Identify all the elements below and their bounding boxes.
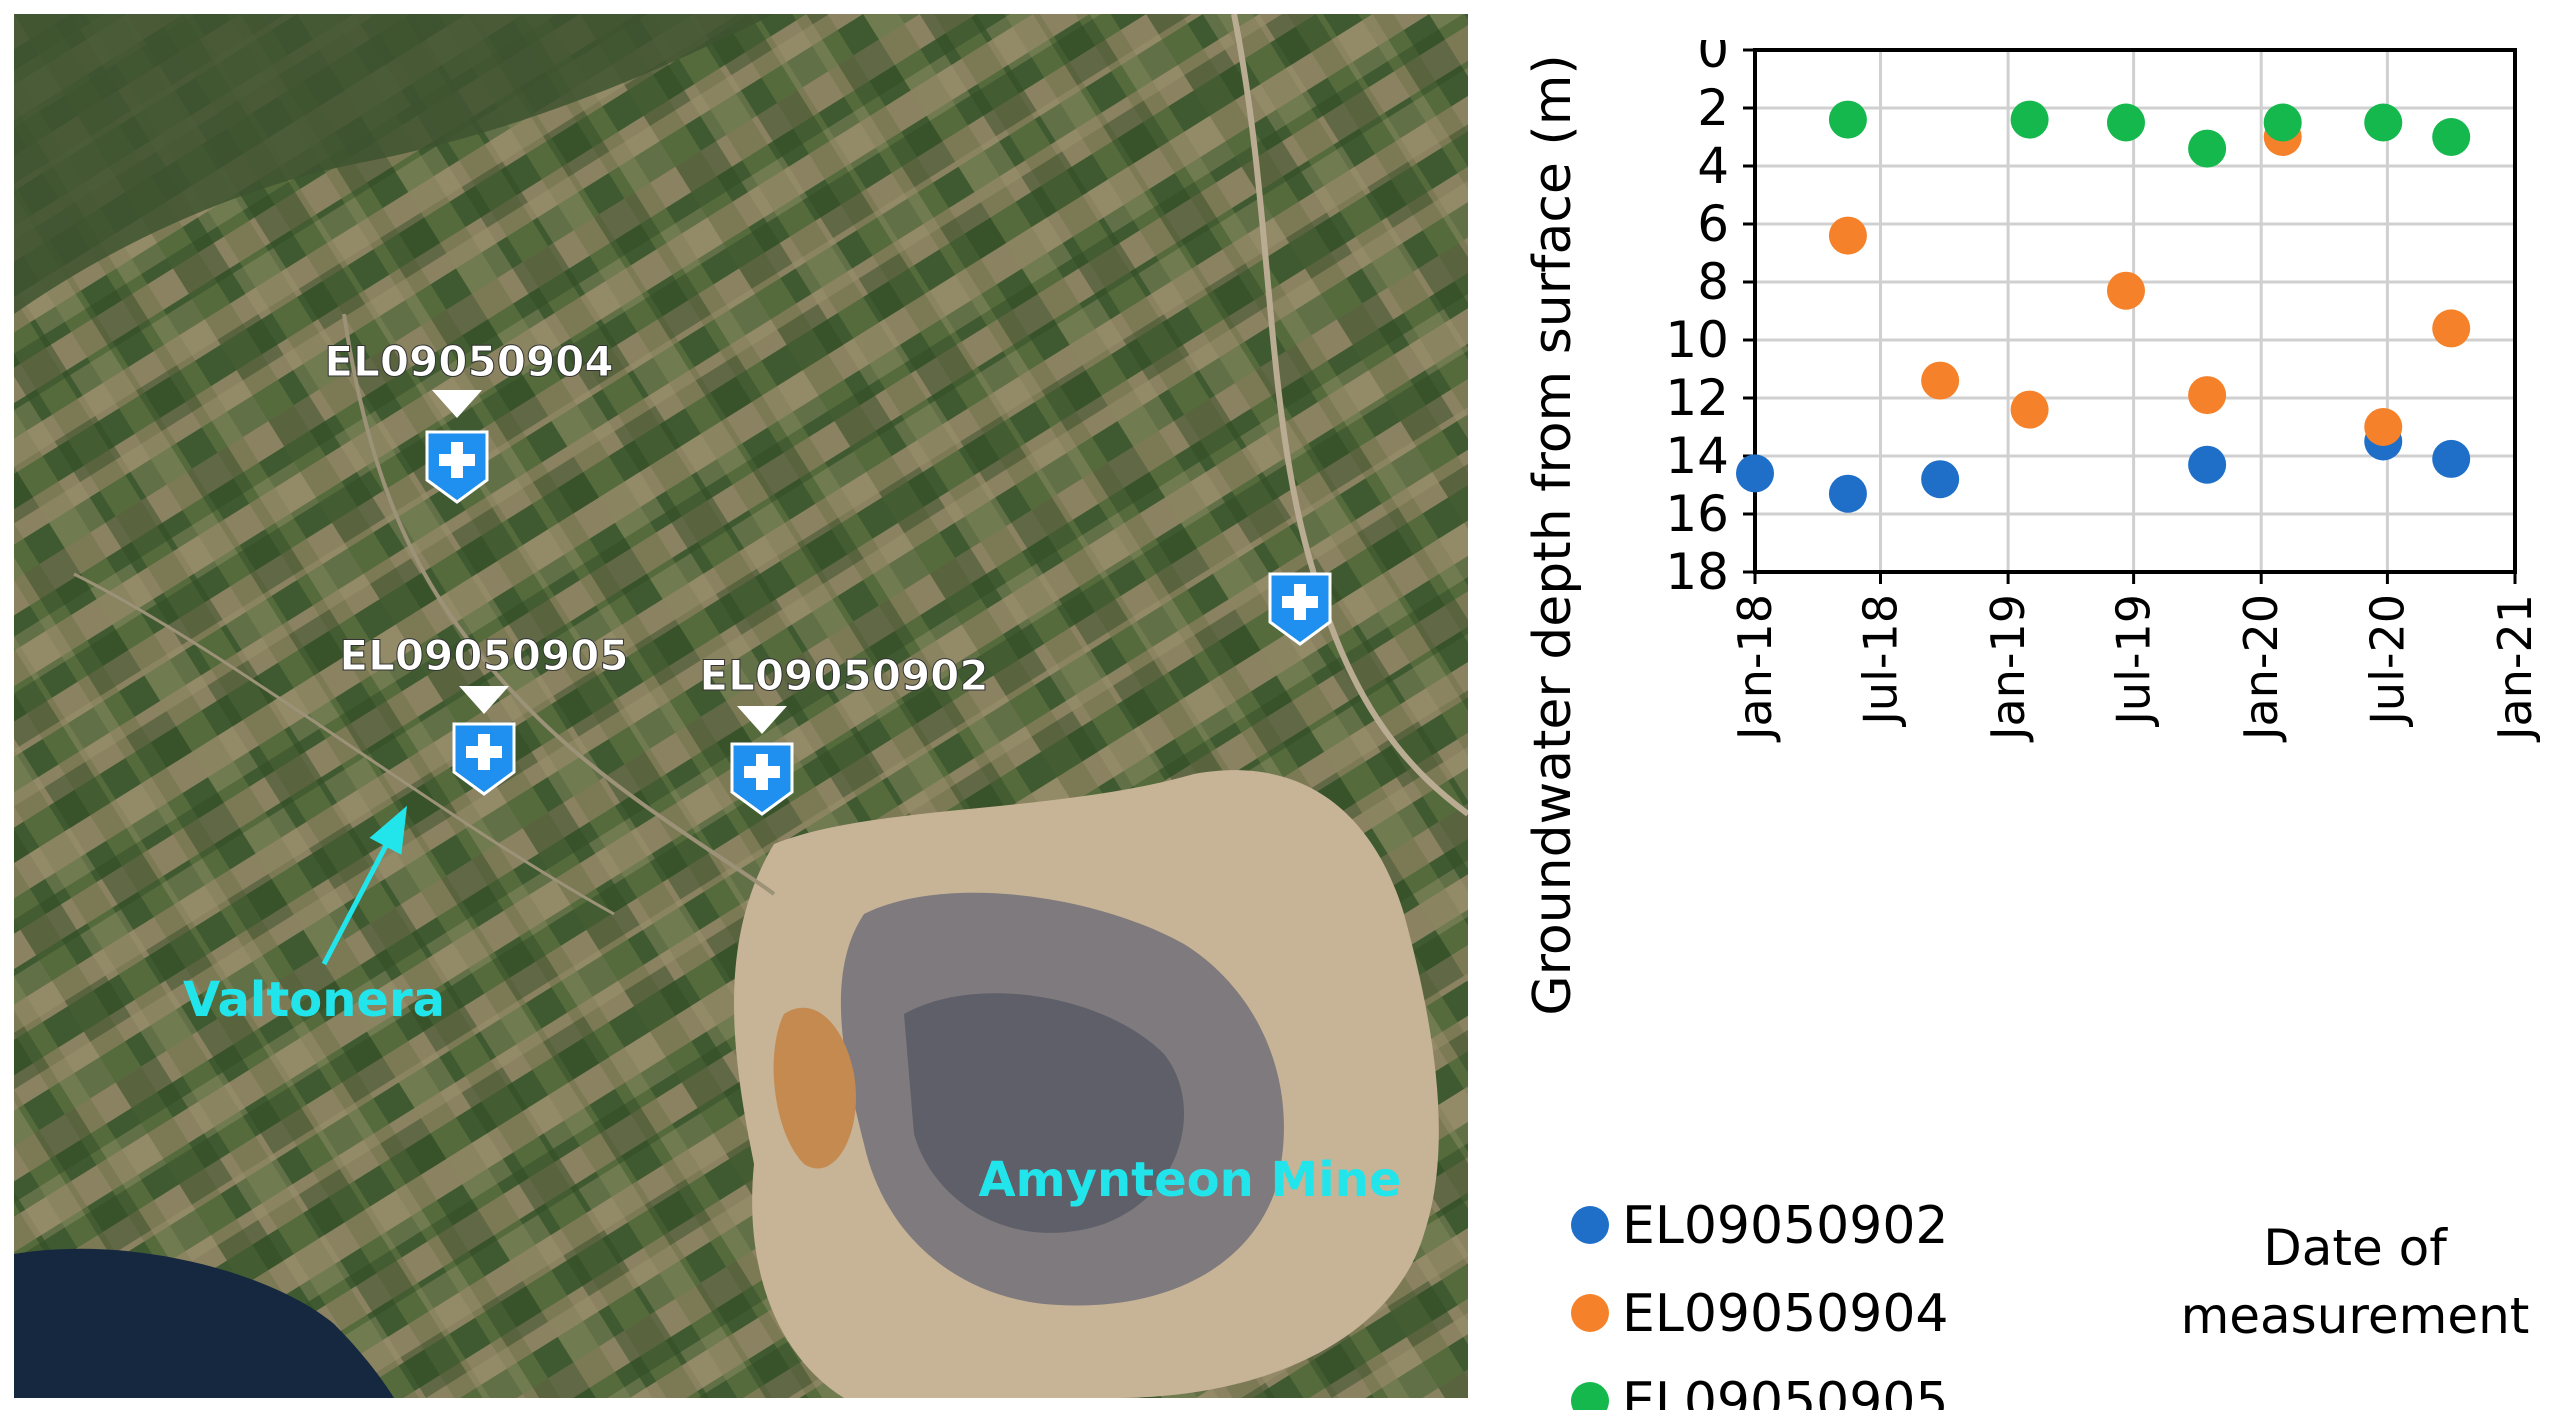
- map-road: [1231, 14, 1468, 817]
- pointer-triangle-icon: [459, 686, 509, 714]
- y-tick-label: 14: [1665, 427, 1729, 485]
- data-point: [2432, 439, 2471, 478]
- well-marker[interactable]: [730, 742, 794, 816]
- data-point: [2188, 376, 2227, 415]
- map-road: [342, 313, 776, 896]
- data-point: [1828, 100, 1867, 139]
- arrow-head-icon: [369, 805, 408, 855]
- data-point: [2263, 103, 2302, 142]
- map-lake: [14, 1248, 394, 1398]
- well-marker[interactable]: [1268, 572, 1332, 646]
- data-point: [1736, 454, 1774, 493]
- data-point: [2432, 118, 2471, 156]
- legend: EL09050902 EL09050904 EL09050905: [1571, 1196, 1949, 1410]
- data-point: [1921, 460, 1960, 499]
- mine-terrace: [904, 993, 1184, 1233]
- x-axis-label: Date of measurement: [2181, 1219, 2530, 1345]
- y-tick-label: 6: [1697, 195, 1729, 253]
- cross-icon: [1282, 584, 1318, 620]
- well-marker[interactable]: [425, 430, 489, 504]
- place-label-valtonera: Valtonera: [183, 972, 445, 1028]
- data-point: [2364, 408, 2403, 446]
- legend-label: EL09050902: [1622, 1196, 1949, 1256]
- x-tick-label: Jul-20: [2360, 594, 2414, 728]
- data-point: [2106, 103, 2145, 142]
- data-points: [1736, 100, 2471, 513]
- cross-icon: [466, 734, 502, 770]
- y-tick-label: 4: [1697, 137, 1729, 195]
- legend-label: EL09050904: [1622, 1284, 1949, 1344]
- data-point: [2188, 445, 2227, 484]
- y-tick-label: 2: [1697, 79, 1729, 137]
- data-point: [2188, 129, 2227, 168]
- y-tick-label: 0: [1697, 40, 1729, 79]
- well-label: EL09050904: [324, 337, 613, 386]
- data-point: [1828, 216, 1867, 255]
- cross-icon: [439, 442, 475, 478]
- x-tick-label: Jul-19: [2107, 594, 2161, 728]
- valtonera-arrow: [321, 832, 395, 966]
- data-point: [2364, 103, 2403, 142]
- well-marker[interactable]: [452, 722, 516, 796]
- y-tick-label: 8: [1697, 253, 1729, 311]
- x-tick-label: Jan-19: [1981, 594, 2035, 743]
- legend-marker: [1571, 1206, 1609, 1244]
- well-label: EL09050902: [699, 651, 988, 700]
- x-tick-label: Jan-21: [2488, 594, 2540, 743]
- data-point: [2010, 100, 2049, 139]
- pointer-triangle-icon: [432, 390, 482, 418]
- x-tick-labels: Jan-18 Jul-18 Jan-19 Jul-19 Jan-20 Jul-20 Jan-…: [1728, 572, 2540, 743]
- y-tick-label: 12: [1665, 369, 1729, 427]
- y-tick-label: 16: [1665, 485, 1729, 543]
- cross-icon: [744, 754, 780, 790]
- place-label-mine: Amynteon Mine: [979, 1152, 1402, 1208]
- data-point: [2106, 271, 2145, 310]
- data-point: [2010, 390, 2049, 429]
- map-road: [73, 572, 615, 916]
- legend-marker: [1571, 1382, 1609, 1410]
- legend-marker: [1571, 1294, 1609, 1332]
- data-point: [1828, 474, 1867, 513]
- data-point: [2432, 309, 2471, 348]
- x-tick-label: Jul-18: [1854, 594, 1908, 728]
- legend-label: EL09050905: [1622, 1372, 1949, 1410]
- satellite-map: EL09050904 EL09050905 EL09050902 Valtone…: [14, 14, 1468, 1398]
- x-tick-label: Jan-20: [2234, 594, 2288, 743]
- y-tick-label: 10: [1665, 311, 1729, 369]
- mine-orange-spoil: [773, 1007, 856, 1169]
- y-axis-label: Groundwater depth from surface (m): [1523, 54, 1583, 1015]
- pointer-triangle-icon: [737, 706, 787, 734]
- data-point: [1921, 361, 1960, 400]
- y-tick-label: 18: [1665, 543, 1729, 601]
- map-hills: [14, 14, 774, 314]
- x-tick-label: Jan-18: [1728, 594, 1782, 743]
- well-label: EL09050905: [339, 631, 628, 680]
